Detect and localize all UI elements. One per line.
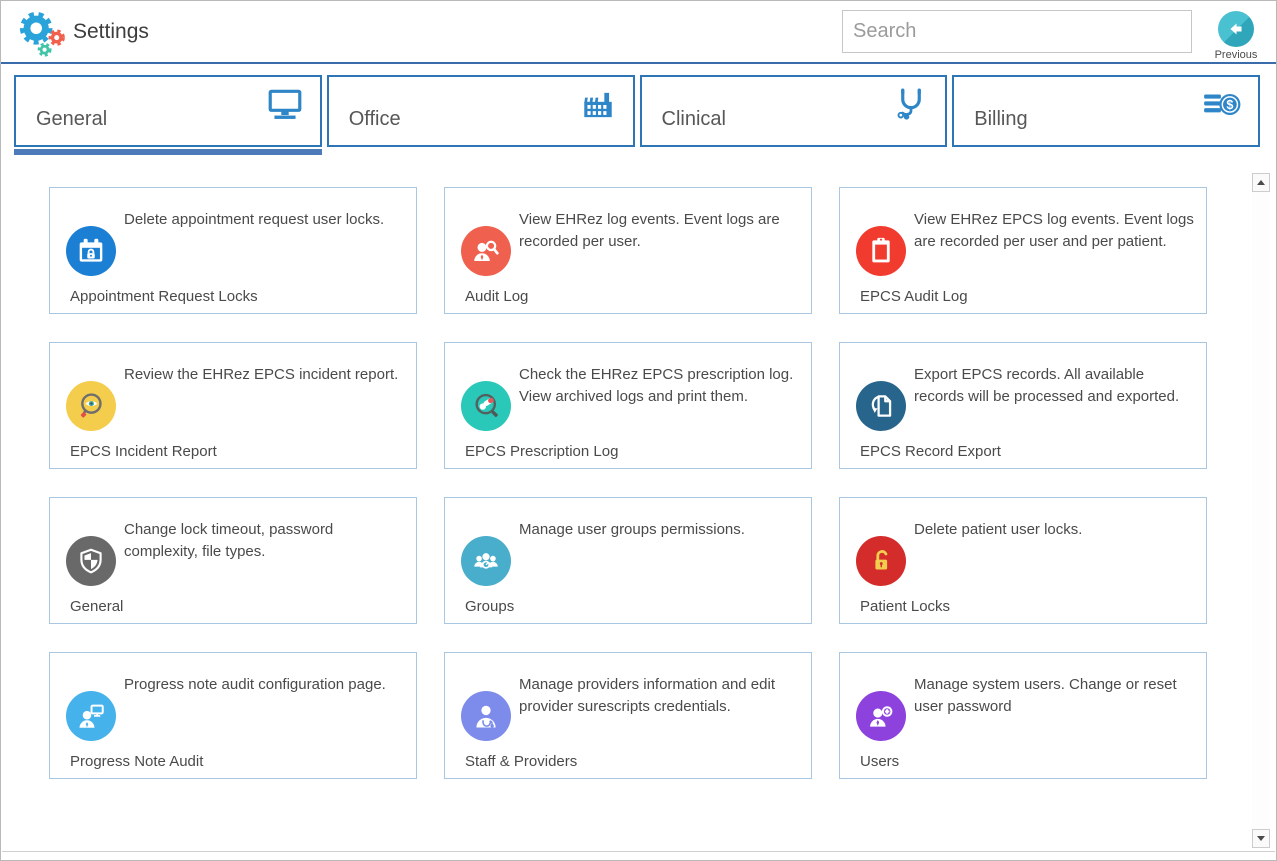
card-epcs-prescription-log[interactable]: Check the EHRez EPCS prescription log. V… [444,342,812,469]
vertical-scrollbar[interactable] [1252,173,1270,848]
card-title: EPCS Audit Log [860,288,968,305]
card-description: Delete appointment request user locks. [124,211,385,228]
user-plus-icon [856,691,906,741]
back-arrow-icon[interactable] [1218,10,1254,47]
scroll-down-icon[interactable] [1252,829,1270,848]
card-title: Patient Locks [860,598,951,615]
magnifier-pills-icon [461,381,511,431]
card-title: Groups [465,598,515,615]
stethoscope-icon [893,87,929,128]
card-description: Review the EHRez EPCS incident report. [124,366,399,383]
user-search-icon [461,226,511,276]
card-description: Manage providers information and edit pr… [519,676,775,715]
card-title: Progress Note Audit [70,753,204,770]
card-description: Progress note audit configuration page. [124,676,386,693]
tab-office[interactable]: Office [326,75,635,147]
previous-label: Previous [1214,48,1258,61]
document-export-icon [856,381,906,431]
card-grid: Delete appointment request user locks. A… [2,161,1275,779]
card-description: View EHRez log events. Event logs are re… [519,211,780,250]
card-description: Delete patient user locks. [914,521,1083,538]
card-patient-locks[interactable]: Delete patient user locks. Patient Locks [839,497,1207,624]
card-users[interactable]: Manage system users. Change or reset use… [839,652,1207,779]
magnifier-eye-icon [66,381,116,431]
card-title: EPCS Incident Report [70,443,217,460]
gears-icon [11,4,67,60]
card-title: General [70,598,124,615]
page-title: Settings [73,19,149,43]
shield-icon [66,536,116,586]
card-description: Manage system users. Change or reset use… [914,676,1177,715]
clipboard-icon [856,226,906,276]
card-description: Change lock timeout, password complexity… [124,521,334,560]
tab-general[interactable]: General [14,75,322,155]
user-monitor-icon [66,691,116,741]
card-title: Audit Log [465,288,529,305]
tab-clinical[interactable]: Clinical [639,75,948,147]
card-title: Users [860,753,900,770]
user-group-icon [461,536,511,586]
card-progress-note-audit[interactable]: Progress note audit configuration page. … [49,652,417,779]
card-title: Appointment Request Locks [70,288,258,305]
card-description: Export EPCS records. All available recor… [914,366,1180,405]
svg-text:$: $ [1226,98,1233,112]
card-description: View EHRez EPCS log events. Event logs a… [914,211,1194,250]
card-epcs-record-export[interactable]: Export EPCS records. All available recor… [839,342,1207,469]
tab-strip: General Office [14,75,1260,155]
doctor-icon [461,691,511,741]
billing-icon: $ [1202,88,1242,127]
factory-icon [579,88,617,127]
card-title: EPCS Record Export [860,443,1001,460]
card-epcs-audit-log[interactable]: View EHRez EPCS log events. Event logs a… [839,187,1207,314]
scrollbar-track[interactable] [1252,192,1270,829]
tab-billing[interactable]: Billing $ [952,75,1260,147]
card-title: EPCS Prescription Log [465,443,619,460]
scroll-up-icon[interactable] [1252,173,1270,192]
card-title: Staff & Providers [465,753,578,770]
card-epcs-incident-report[interactable]: Review the EHRez EPCS incident report. E… [49,342,417,469]
card-appointment-request-locks[interactable]: Delete appointment request user locks. A… [49,187,417,314]
card-groups[interactable]: Manage user groups permissions. Groups [444,497,812,624]
card-description: Check the EHRez EPCS prescription log. V… [519,366,794,405]
settings-card-area: Delete appointment request user locks. A… [2,161,1275,852]
padlock-icon [856,536,906,586]
card-description: Manage user groups permissions. [519,521,745,538]
header: Settings Previous [1,1,1276,64]
previous-button[interactable]: Previous [1210,10,1262,61]
calendar-lock-icon [66,226,116,276]
card-staff-providers[interactable]: Manage providers information and edit pr… [444,652,812,779]
card-audit-log[interactable]: View EHRez log events. Event logs are re… [444,187,812,314]
search-input[interactable] [842,10,1192,53]
card-general[interactable]: Change lock timeout, password complexity… [49,497,417,624]
monitor-icon [266,88,304,127]
